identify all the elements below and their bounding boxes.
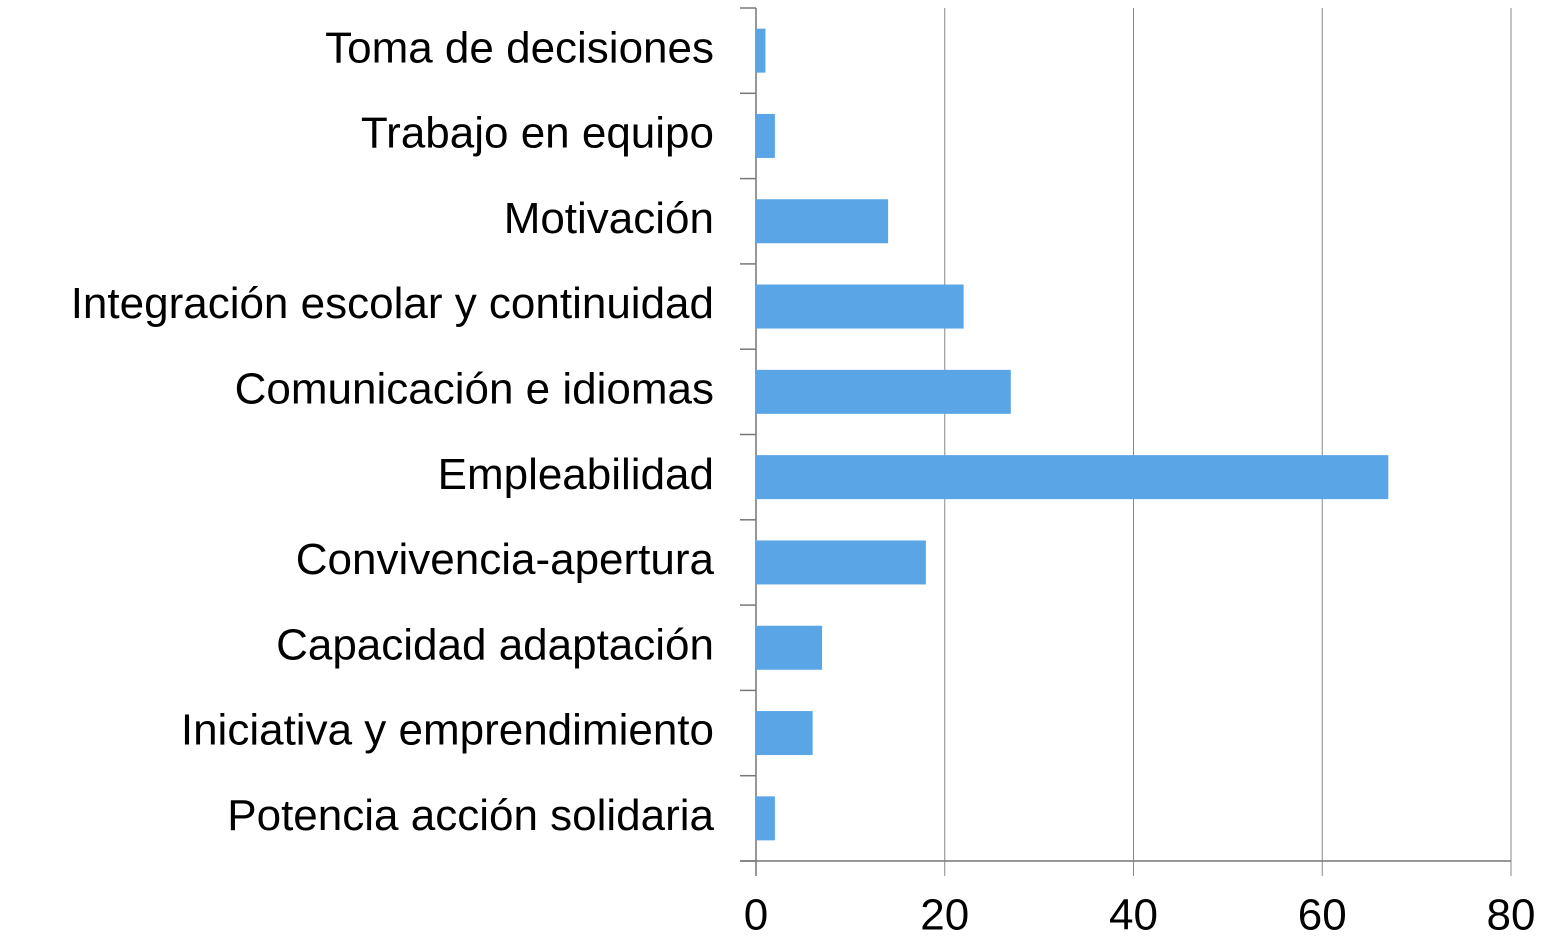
x-tick-label: 40 <box>1109 891 1158 940</box>
y-tick-label: Motivación <box>504 194 714 243</box>
y-tick-label: Integración escolar y continuidad <box>71 279 714 328</box>
y-tick-label: Empleabilidad <box>438 450 714 499</box>
y-tick-label: Convivencia-apertura <box>296 535 715 584</box>
bar <box>756 284 964 329</box>
y-tick-label: Trabajo en equipo <box>361 109 714 158</box>
y-tick-label: Comunicación e idiomas <box>235 364 714 413</box>
bar <box>756 199 889 244</box>
bar <box>756 711 813 756</box>
bar <box>756 28 766 73</box>
bar <box>756 369 1011 414</box>
bar <box>756 113 775 158</box>
bar <box>756 455 1389 500</box>
y-tick-label: Toma de decisiones <box>325 23 714 72</box>
bar <box>756 625 823 670</box>
x-tick-label: 60 <box>1298 891 1347 940</box>
x-tick-label: 80 <box>1487 891 1536 940</box>
bar <box>756 540 926 585</box>
y-tick-label: Iniciativa y emprendimiento <box>181 706 714 755</box>
x-tick-label: 20 <box>920 891 969 940</box>
x-tick-label: 0 <box>744 891 768 940</box>
y-tick-label: Potencia acción solidaria <box>227 791 714 840</box>
bar <box>756 796 775 841</box>
y-tick-label: Capacidad adaptación <box>276 620 714 669</box>
